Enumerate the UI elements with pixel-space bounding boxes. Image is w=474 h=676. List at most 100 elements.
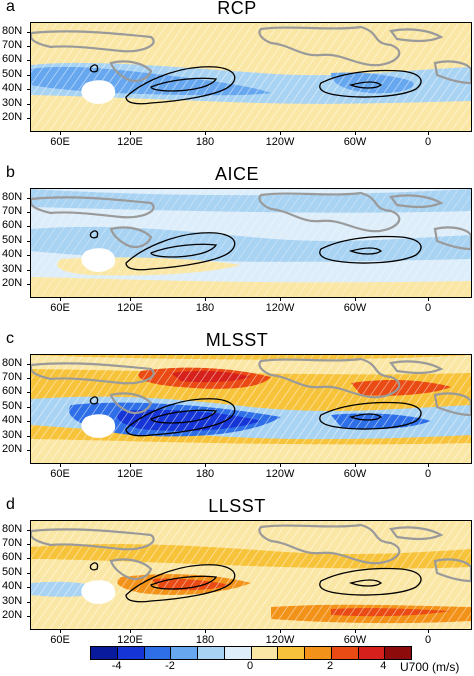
significance-hatching <box>31 189 471 297</box>
panel-title: RCP <box>217 0 257 18</box>
longitude-label: 60W <box>343 468 367 480</box>
longitude-label: 120E <box>117 136 143 148</box>
longitude-label: 0 <box>424 468 432 480</box>
colorbar-segment <box>198 647 225 659</box>
longitude-label: 60E <box>50 136 70 148</box>
coastline <box>31 191 471 251</box>
latitude-label: 30N <box>2 263 23 275</box>
latitude-tick <box>27 378 31 379</box>
latitude-tick <box>27 364 31 365</box>
panel-title: AICE <box>214 164 259 184</box>
longitude-tick <box>355 463 356 467</box>
latitude-tick <box>27 530 31 531</box>
panel-title: MLSST <box>205 330 269 350</box>
latitude-label: 80N <box>2 25 23 37</box>
colorbar-segment <box>278 647 305 659</box>
anomaly-map <box>30 22 472 132</box>
significance-hatching <box>31 355 471 463</box>
longitude-tick <box>280 131 281 135</box>
latitude-tick <box>27 212 31 213</box>
longitude-tick <box>130 297 131 301</box>
longitude-tick <box>280 463 281 467</box>
longitude-label: 180 <box>195 136 215 148</box>
panel-letter: d <box>6 496 15 513</box>
latitude-label: 70N <box>2 205 23 217</box>
colorbar-tick-label: 0 <box>246 660 254 672</box>
anomaly-map <box>30 188 472 298</box>
longitude-label: 60W <box>343 136 367 148</box>
latitude-tick <box>27 616 31 617</box>
longitude-tick <box>205 463 206 467</box>
latitude-label: 60N <box>2 385 23 397</box>
map-graphic <box>31 189 471 297</box>
longitude-tick <box>60 463 61 467</box>
longitude-label: 60E <box>50 634 70 646</box>
colorbar <box>90 646 412 660</box>
latitude-tick <box>27 198 31 199</box>
coastline <box>31 25 471 85</box>
latitude-tick <box>27 60 31 61</box>
colorbar-segment <box>171 647 198 659</box>
colorbar-segment <box>305 647 332 659</box>
longitude-label: 0 <box>424 136 432 148</box>
colorbar-segment <box>144 647 172 659</box>
longitude-tick <box>60 629 61 633</box>
latitude-tick <box>27 118 31 119</box>
colorbar-segment <box>91 647 118 659</box>
latitude-tick <box>27 226 31 227</box>
latitude-tick <box>27 436 31 437</box>
latitude-label: 30N <box>2 97 23 109</box>
longitude-tick <box>355 297 356 301</box>
longitude-label: 120E <box>117 302 143 314</box>
longitude-label: 120W <box>265 302 295 314</box>
latitude-tick <box>27 89 31 90</box>
latitude-label: 50N <box>2 68 23 80</box>
longitude-tick <box>205 297 206 301</box>
latitude-label: 40N <box>2 414 23 426</box>
latitude-label: 40N <box>2 248 23 260</box>
longitude-tick <box>205 131 206 135</box>
significance-hatching <box>31 23 471 131</box>
latitude-label: 20N <box>2 609 23 621</box>
longitude-label: 0 <box>424 634 432 646</box>
colorbar-unit-label: U700 (m/s) <box>400 660 460 674</box>
latitude-label: 70N <box>2 371 23 383</box>
latitude-label: 20N <box>2 111 23 123</box>
longitude-tick <box>428 463 429 467</box>
map-graphic <box>31 521 471 629</box>
latitude-tick <box>27 270 31 271</box>
longitude-label: 60W <box>343 634 367 646</box>
latitude-label: 30N <box>2 595 23 607</box>
latitude-label: 80N <box>2 357 23 369</box>
panel-letter: a <box>6 0 15 15</box>
longitude-tick <box>60 131 61 135</box>
latitude-tick <box>27 587 31 588</box>
map-panel-b: b AICE 80N 70N 60N 50N 40N 30N 20N 60E 120E 180 120W… <box>0 164 474 326</box>
colorbar-tick-label: -2 <box>165 660 175 672</box>
longitude-tick <box>280 297 281 301</box>
latitude-tick <box>27 407 31 408</box>
longitude-label: 120E <box>117 634 143 646</box>
longitude-label: 120W <box>265 468 295 480</box>
colorbar-segment <box>251 647 279 659</box>
panel-letter: b <box>6 164 15 181</box>
climatology-contour <box>89 396 422 437</box>
longitude-tick <box>60 297 61 301</box>
latitude-label: 50N <box>2 566 23 578</box>
longitude-label: 180 <box>195 468 215 480</box>
longitude-label: 180 <box>195 634 215 646</box>
latitude-tick <box>27 104 31 105</box>
coastline <box>31 523 471 583</box>
longitude-tick <box>428 629 429 633</box>
longitude-label: 0 <box>424 302 432 314</box>
latitude-tick <box>27 558 31 559</box>
latitude-label: 50N <box>2 400 23 412</box>
longitude-tick <box>130 463 131 467</box>
longitude-tick <box>130 629 131 633</box>
longitude-label: 60W <box>343 302 367 314</box>
colorbar-tick-label: -4 <box>111 660 122 672</box>
longitude-tick <box>428 131 429 135</box>
latitude-tick <box>27 255 31 256</box>
latitude-label: 70N <box>2 39 23 51</box>
latitude-label: 70N <box>2 537 23 549</box>
